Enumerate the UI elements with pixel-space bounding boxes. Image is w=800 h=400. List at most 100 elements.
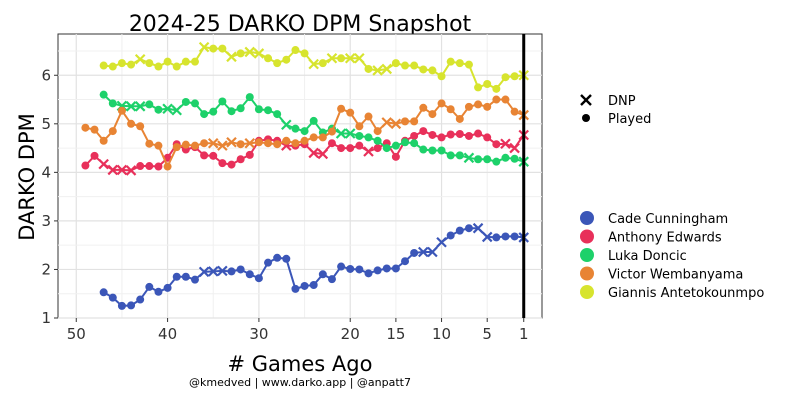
legend-label: Anthony Edwards bbox=[608, 231, 722, 246]
played-point bbox=[154, 62, 163, 71]
played-point bbox=[428, 146, 437, 155]
played-point bbox=[218, 159, 227, 168]
played-point bbox=[291, 139, 300, 148]
played-point bbox=[273, 253, 282, 262]
played-point bbox=[90, 151, 99, 160]
played-point bbox=[501, 73, 510, 82]
played-point bbox=[492, 95, 501, 104]
played-point bbox=[117, 106, 126, 115]
played-point bbox=[108, 293, 117, 302]
legend-label: Giannis Antetokounmpo bbox=[608, 286, 764, 301]
y-tick-label: 5 bbox=[41, 115, 51, 133]
played-point bbox=[446, 151, 455, 160]
played-point bbox=[154, 287, 163, 296]
played-point bbox=[190, 275, 199, 284]
dnp-stroke bbox=[472, 222, 484, 234]
played-point bbox=[410, 139, 419, 148]
dnp-stroke bbox=[363, 146, 374, 157]
played-point bbox=[190, 57, 199, 66]
played-point bbox=[428, 110, 437, 119]
played-point bbox=[300, 49, 309, 58]
x-tick-label: 50 bbox=[67, 325, 86, 343]
played-point bbox=[136, 295, 145, 304]
played-point bbox=[181, 140, 190, 149]
played-point bbox=[245, 270, 254, 279]
played-point bbox=[190, 99, 199, 108]
dnp-stroke bbox=[116, 164, 128, 176]
played-point bbox=[108, 127, 117, 136]
played-point bbox=[318, 59, 327, 68]
played-point bbox=[99, 136, 108, 145]
played-point bbox=[337, 144, 346, 153]
dnp-marker bbox=[171, 104, 182, 116]
played-point bbox=[236, 104, 245, 113]
played-point bbox=[245, 150, 254, 159]
played-point bbox=[373, 136, 382, 145]
dnp-marker bbox=[472, 222, 484, 234]
dnp-stroke bbox=[381, 63, 393, 75]
played-point bbox=[492, 157, 501, 166]
dnp-marker bbox=[326, 52, 338, 64]
played-point bbox=[391, 264, 400, 273]
dnp-stroke bbox=[134, 101, 146, 112]
dnp-marker bbox=[134, 53, 146, 65]
played-point bbox=[501, 232, 510, 241]
dnp-stroke bbox=[226, 51, 237, 63]
played-point bbox=[355, 265, 364, 274]
played-point bbox=[117, 301, 126, 310]
series-giannis-antetokounmpo bbox=[99, 41, 530, 93]
dnp-marker bbox=[244, 46, 256, 58]
legend-players: Cade Cunningham Anthony Edwards Luka Donci… bbox=[580, 211, 764, 301]
dnp-marker bbox=[107, 164, 119, 176]
played-point bbox=[364, 269, 373, 278]
played-point bbox=[501, 153, 510, 162]
dnp-legend-icon bbox=[580, 94, 592, 106]
dnp-marker bbox=[162, 103, 173, 115]
played-point bbox=[401, 257, 410, 266]
dnp-marker bbox=[116, 164, 128, 176]
played-point bbox=[474, 100, 483, 109]
played-point bbox=[227, 267, 236, 276]
dnp-stroke bbox=[125, 165, 137, 176]
played-point bbox=[154, 105, 163, 114]
played-point bbox=[455, 114, 464, 123]
dnp-marker bbox=[226, 51, 237, 63]
dnp-stroke bbox=[481, 231, 493, 243]
legend-item-played: Played bbox=[582, 112, 651, 127]
dnp-marker bbox=[427, 246, 438, 258]
played-legend-icon bbox=[582, 114, 590, 122]
played-point bbox=[419, 127, 428, 136]
dnp-stroke bbox=[344, 52, 356, 64]
dnp-marker bbox=[98, 158, 109, 170]
played-point bbox=[455, 130, 464, 139]
dnp-stroke bbox=[317, 148, 329, 160]
played-point bbox=[391, 152, 400, 161]
y-axis-title: DARKO DPM bbox=[15, 113, 39, 241]
played-point bbox=[483, 102, 492, 111]
dnp-marker bbox=[500, 138, 511, 149]
played-point bbox=[236, 155, 245, 164]
x-tick-label: 40 bbox=[158, 325, 177, 343]
dnp-stroke bbox=[171, 104, 182, 116]
played-point bbox=[273, 110, 282, 119]
series-victor-wembanyama bbox=[81, 95, 530, 171]
played-point bbox=[391, 59, 400, 68]
played-point bbox=[282, 136, 291, 145]
played-point bbox=[163, 283, 172, 292]
played-point bbox=[200, 151, 209, 160]
played-point bbox=[337, 54, 346, 63]
dnp-marker bbox=[207, 137, 219, 149]
played-point bbox=[273, 140, 282, 149]
dnp-stroke bbox=[125, 101, 137, 112]
legend-shape: DNP Played bbox=[580, 94, 651, 127]
legend-item-anthony-edwards: Anthony Edwards bbox=[580, 229, 722, 246]
played-point bbox=[510, 72, 519, 81]
dnp-marker bbox=[381, 117, 393, 128]
y-tick-label: 4 bbox=[41, 163, 51, 181]
played-point bbox=[364, 133, 373, 142]
dnp-marker bbox=[308, 58, 319, 70]
played-point bbox=[154, 141, 163, 150]
dnp-stroke bbox=[217, 140, 228, 151]
played-point bbox=[209, 107, 218, 116]
